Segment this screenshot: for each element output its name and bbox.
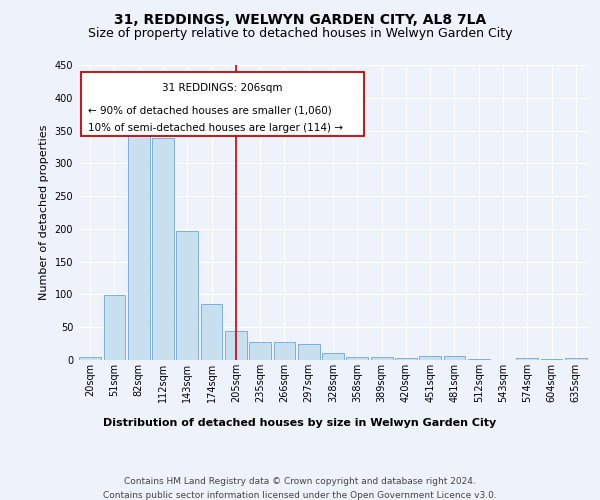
- Bar: [395, 358, 417, 360]
- Bar: [176, 231, 198, 360]
- Text: Distribution of detached houses by size in Welwyn Garden City: Distribution of detached houses by size …: [103, 418, 497, 428]
- Bar: [79, 356, 101, 360]
- Text: 31 REDDINGS: 206sqm: 31 REDDINGS: 206sqm: [162, 83, 283, 93]
- Bar: [419, 356, 441, 360]
- Bar: [152, 138, 174, 360]
- Text: Contains HM Land Registry data © Crown copyright and database right 2024.: Contains HM Land Registry data © Crown c…: [124, 478, 476, 486]
- Bar: [249, 342, 271, 360]
- Bar: [225, 331, 247, 360]
- Bar: [346, 356, 368, 360]
- Text: Contains public sector information licensed under the Open Government Licence v3: Contains public sector information licen…: [103, 491, 497, 500]
- Bar: [298, 344, 320, 360]
- Bar: [200, 304, 223, 360]
- Text: 31, REDDINGS, WELWYN GARDEN CITY, AL8 7LA: 31, REDDINGS, WELWYN GARDEN CITY, AL8 7L…: [114, 12, 486, 26]
- Bar: [443, 356, 466, 360]
- Text: Size of property relative to detached houses in Welwyn Garden City: Size of property relative to detached ho…: [88, 28, 512, 40]
- Text: 10% of semi-detached houses are larger (114) →: 10% of semi-detached houses are larger (…: [88, 123, 343, 133]
- Y-axis label: Number of detached properties: Number of detached properties: [39, 125, 49, 300]
- Text: ← 90% of detached houses are smaller (1,060): ← 90% of detached houses are smaller (1,…: [88, 106, 332, 116]
- Bar: [517, 358, 538, 360]
- Bar: [104, 295, 125, 360]
- Bar: [565, 358, 587, 360]
- Bar: [274, 342, 295, 360]
- Bar: [371, 358, 392, 360]
- FancyBboxPatch shape: [80, 72, 364, 136]
- Bar: [322, 354, 344, 360]
- Bar: [128, 134, 149, 360]
